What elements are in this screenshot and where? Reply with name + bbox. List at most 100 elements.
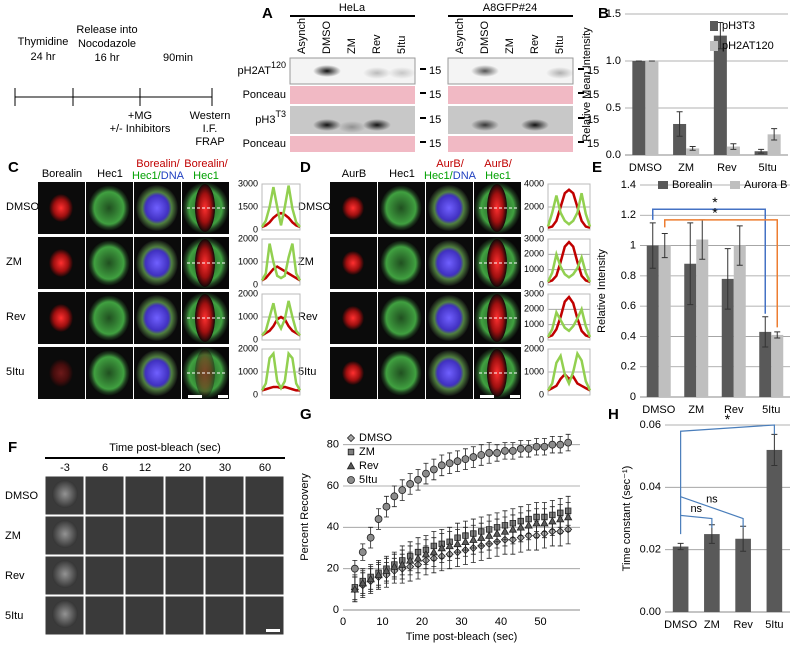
scale-bar xyxy=(510,395,520,398)
cell xyxy=(49,194,73,222)
x-tick-label: Rev xyxy=(724,404,744,416)
marker xyxy=(453,539,462,548)
cell xyxy=(88,240,130,286)
marker xyxy=(374,515,383,523)
band xyxy=(338,121,366,133)
marker xyxy=(390,562,399,570)
x-axis-label: Time post-bleach (sec) xyxy=(406,631,517,643)
profile xyxy=(547,372,591,392)
lane-label: DMSO xyxy=(321,21,333,54)
marker xyxy=(347,448,355,456)
cell-line: A8GFP#24 xyxy=(483,2,537,14)
bar xyxy=(645,61,659,155)
frap-image xyxy=(244,555,285,596)
x-tick-label: ZM xyxy=(688,404,704,416)
y-tick-label: 2000 xyxy=(238,288,258,298)
frap-image xyxy=(84,555,125,596)
y-tick-label: 1.5 xyxy=(606,8,621,20)
marker xyxy=(413,554,423,562)
error-bar xyxy=(677,542,684,551)
x-tick-label: 5Itu xyxy=(758,162,776,174)
marker-label: 15 xyxy=(587,89,599,101)
lane-label: Asynch xyxy=(296,18,308,54)
y-tick-label: 1000 xyxy=(238,366,258,376)
cell xyxy=(428,295,470,341)
y-tick-label: 0.5 xyxy=(606,102,621,114)
marker xyxy=(524,444,533,453)
scale-bar xyxy=(266,629,280,632)
marker xyxy=(548,516,557,525)
lane-label: 5Itu xyxy=(554,36,566,54)
y-tick-label: 3000 xyxy=(238,178,258,188)
lane-label: 5Itu xyxy=(396,36,408,54)
marker xyxy=(346,461,356,470)
y-tick-label: 2000 xyxy=(524,249,544,259)
legend-label: pH3T3 xyxy=(722,20,755,32)
marker-label: 15 xyxy=(429,65,441,77)
error-bar xyxy=(758,148,765,154)
x-tick-label: 0 xyxy=(340,616,346,628)
row-label: 5Itu xyxy=(5,610,23,622)
frap-image xyxy=(244,515,285,556)
header-part: Borealin/ xyxy=(184,158,228,170)
marker xyxy=(398,486,407,495)
frap-image xyxy=(124,595,165,636)
time-label: 60 xyxy=(259,462,271,474)
frap-image xyxy=(204,595,245,636)
column-header: AurB/ xyxy=(436,158,464,170)
row-label: 5Itu xyxy=(6,366,24,378)
frap-image xyxy=(204,555,245,596)
y-axis-label: Time constant (sec⁻¹) xyxy=(621,466,633,572)
y-tick-label: 60 xyxy=(327,480,339,492)
marker-label: 15 xyxy=(429,138,441,150)
marker xyxy=(500,527,510,535)
profile xyxy=(261,315,301,337)
band xyxy=(363,119,391,131)
plot-frame xyxy=(547,348,591,396)
y-tick-label: 1000 xyxy=(524,264,544,274)
column-header: Hec1 xyxy=(97,168,123,180)
cell xyxy=(88,350,130,396)
lane-label: Asynch xyxy=(454,18,466,54)
bar xyxy=(696,239,709,397)
x-tick-label: 40 xyxy=(495,616,507,628)
lane-label: Rev xyxy=(529,34,541,54)
y-tick-label: 2000 xyxy=(238,233,258,243)
legend-label: ZM xyxy=(359,446,375,458)
cell xyxy=(380,240,422,286)
band xyxy=(388,67,416,79)
panel-label: C xyxy=(8,159,19,176)
marker xyxy=(445,541,454,550)
y-tick-label: 0 xyxy=(539,279,544,289)
bar xyxy=(726,146,740,155)
scale-bar xyxy=(188,395,202,398)
panel-label: D xyxy=(300,159,311,176)
panel-label: G xyxy=(300,406,312,423)
marker xyxy=(469,453,478,461)
header-part: Hec1 xyxy=(485,170,511,182)
profile xyxy=(546,305,592,338)
header-part: Hec1/ xyxy=(424,170,454,182)
y-tick-label: 3000 xyxy=(524,288,544,298)
x-tick-label: 5Itu xyxy=(765,619,783,631)
header-part: DNA xyxy=(161,170,185,182)
row-name: pH2AT xyxy=(238,65,272,77)
header-part: Borealin xyxy=(42,168,82,180)
marker-label: 15 xyxy=(429,114,441,126)
x-tick-label: DMSO xyxy=(629,162,662,174)
frap-image xyxy=(124,555,165,596)
marker-label: 15 xyxy=(429,89,441,101)
bar xyxy=(766,449,783,612)
error-bar xyxy=(736,225,743,266)
row-label: ZM xyxy=(298,256,314,268)
spot xyxy=(52,520,78,548)
cell xyxy=(342,251,364,275)
annotation: * xyxy=(712,194,718,210)
scale-bar xyxy=(218,395,228,398)
marker xyxy=(366,574,375,583)
x-tick-label: DMSO xyxy=(664,619,697,631)
lane-label: DMSO xyxy=(479,21,491,54)
marker xyxy=(382,566,391,574)
marker xyxy=(350,564,359,573)
ponceau xyxy=(448,136,573,152)
